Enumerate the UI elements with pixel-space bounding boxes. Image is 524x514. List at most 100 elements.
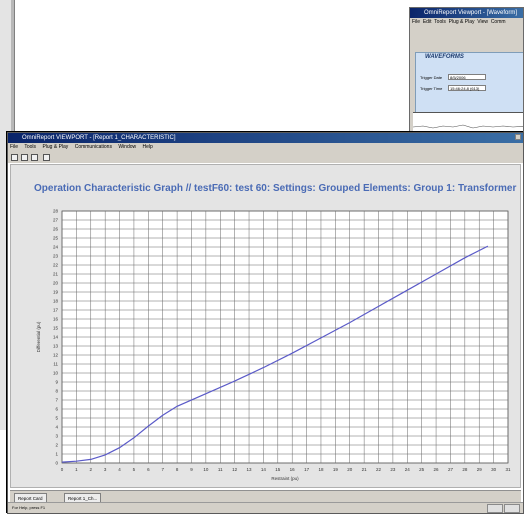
x-tick-label: 29 [477, 467, 483, 472]
x-tick-label: 17 [304, 467, 310, 472]
menu-file[interactable]: File [10, 144, 19, 150]
x-tick-label: 16 [290, 467, 296, 472]
y-tick-label: 16 [53, 317, 59, 322]
x-tick-label: 19 [333, 467, 339, 472]
x-tick-label: 21 [362, 467, 368, 472]
status-text: For Help, press F1 [12, 505, 46, 510]
y-tick-label: 3 [55, 434, 58, 439]
x-tick-label: 3 [104, 467, 107, 472]
x-tick-label: 31 [505, 467, 511, 472]
document-tabs: Report Card Report 1_Ch... [10, 490, 521, 504]
y-tick-label: 23 [53, 254, 59, 259]
x-tick-label: 2 [90, 467, 93, 472]
x-tick-label: 10 [203, 467, 209, 472]
x-tick-label: 24 [405, 467, 411, 472]
help-icon[interactable] [43, 154, 50, 161]
x-tick-label: 4 [118, 467, 121, 472]
y-tick-label: 4 [55, 425, 58, 430]
x-tick-label: 13 [247, 467, 253, 472]
y-tick-label: 15 [53, 326, 59, 331]
y-tick-label: 25 [53, 236, 59, 241]
x-tick-label: 26 [434, 467, 440, 472]
y-tick-label: 2 [55, 443, 58, 448]
waveform-menubar: File Edit Tools Plug & Play View Comm [410, 18, 523, 27]
waveforms-heading: WAVEFORMS [425, 54, 464, 60]
x-tick-label: 5 [133, 467, 136, 472]
y-tick-label: 8 [55, 389, 58, 394]
chart-title: Operation Characteristic Graph // testF6… [34, 183, 517, 194]
open-icon[interactable] [21, 154, 28, 161]
y-tick-label: 0 [55, 461, 58, 466]
y-tick-label: 27 [53, 218, 59, 223]
y-tick-label: 28 [53, 209, 59, 214]
y-tick-label: 9 [55, 380, 58, 385]
y-tick-label: 19 [53, 290, 59, 295]
y-tick-label: 5 [55, 416, 58, 421]
trigger-date-field[interactable]: 8/5/2006 [448, 74, 486, 80]
menu-window[interactable]: Window [118, 144, 137, 150]
report-menubar: File Tools Plug & Play Communications Wi… [8, 143, 523, 152]
menu-help[interactable]: Help [142, 144, 153, 150]
y-tick-label: 11 [53, 362, 58, 367]
trigger-date-label: Trigger Date [420, 75, 443, 80]
waveform-window-title[interactable]: OmniReport Viewport - [Waveform] [410, 8, 523, 18]
y-tick-label: 18 [53, 299, 59, 304]
report-toolbar [8, 152, 523, 163]
x-tick-label: 30 [491, 467, 497, 472]
y-tick-label: 14 [53, 335, 59, 340]
y-tick-label: 21 [53, 272, 59, 277]
print-icon[interactable] [31, 154, 38, 161]
waveform-trace [412, 124, 523, 129]
x-tick-label: 25 [419, 467, 425, 472]
status-bar: For Help, press F1 [8, 502, 523, 513]
x-tick-label: 6 [147, 467, 150, 472]
x-tick-label: 23 [390, 467, 396, 472]
y-tick-label: 7 [55, 398, 58, 403]
y-tick-label: 10 [53, 371, 59, 376]
characteristic-curve [61, 245, 489, 463]
close-icon[interactable] [515, 134, 521, 140]
x-tick-label: 0 [61, 467, 64, 472]
y-tick-label: 12 [53, 353, 59, 358]
x-tick-label: 28 [462, 467, 468, 472]
menu-file[interactable]: File [412, 19, 421, 25]
menu-edit[interactable]: Edit [422, 19, 432, 25]
x-tick-label: 22 [376, 467, 382, 472]
y-axis-label: Differential (pu) [36, 321, 41, 352]
x-axis-label: Restraint (pu) [271, 476, 299, 481]
x-tick-label: 18 [318, 467, 324, 472]
waveform-panel: WAVEFORMS Trigger Date 8/5/2006 Trigger … [415, 52, 523, 114]
trigger-time-label: Trigger Time [420, 86, 443, 91]
menu-communications[interactable]: Communications [74, 144, 112, 150]
x-tick-label: 9 [190, 467, 193, 472]
waveform-window[interactable]: OmniReport Viewport - [Waveform] File Ed… [409, 7, 524, 139]
x-tick-label: 12 [232, 467, 238, 472]
y-tick-label: 22 [53, 263, 59, 268]
y-tick-label: 6 [55, 407, 58, 412]
x-tick-label: 14 [261, 467, 267, 472]
y-tick-label: 24 [53, 245, 59, 250]
report-window-title[interactable]: OmniReport VIEWPORT - [Report 1_CHARACTE… [8, 133, 523, 143]
menu-view[interactable]: View [477, 19, 489, 25]
menu-plug-play[interactable]: Plug & Play [42, 144, 69, 150]
menu-tools[interactable]: Tools [434, 19, 446, 25]
x-tick-label: 8 [176, 467, 179, 472]
x-tick-label: 27 [448, 467, 454, 472]
x-tick-label: 20 [347, 467, 353, 472]
status-panel-caps [487, 504, 503, 513]
x-tick-label: 1 [75, 467, 78, 472]
x-tick-label: 7 [161, 467, 164, 472]
y-tick-label: 26 [53, 227, 59, 232]
x-tick-label: 15 [275, 467, 281, 472]
y-tick-label: 13 [53, 344, 59, 349]
menu-comm[interactable]: Comm [490, 19, 506, 25]
menu-plug-play[interactable]: Plug & Play [448, 19, 475, 25]
menu-tools[interactable]: Tools [24, 144, 37, 150]
x-tick-label: 11 [218, 467, 223, 472]
waveform-toolbar [410, 27, 523, 39]
y-tick-label: 20 [53, 281, 59, 286]
y-tick-label: 1 [55, 452, 58, 457]
save-icon[interactable] [11, 154, 18, 161]
trigger-time-field[interactable]: 15:46:24.8 (613) [448, 85, 486, 91]
